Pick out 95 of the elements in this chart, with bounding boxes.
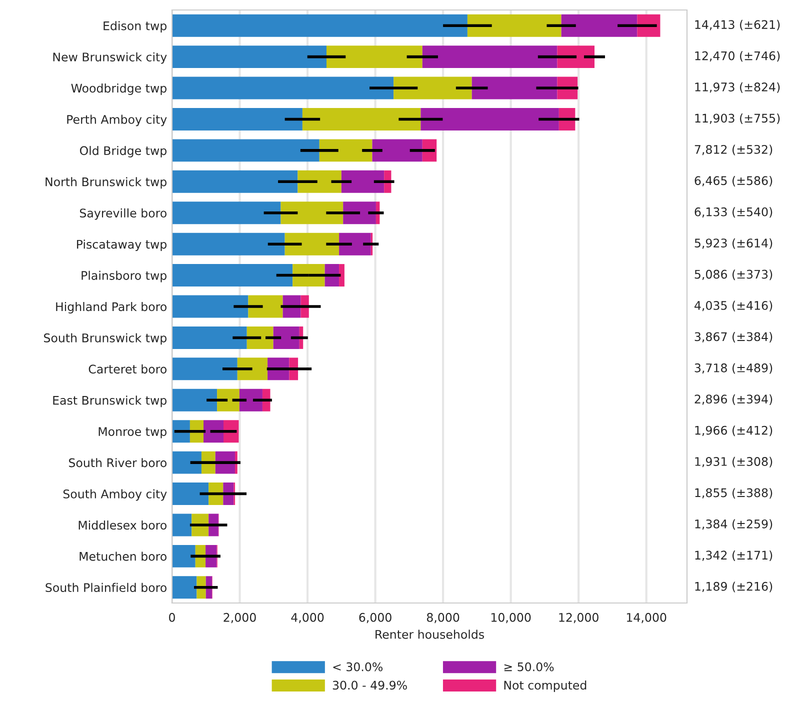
text: 12,470 (±746) bbox=[695, 51, 780, 62]
bar bbox=[467, 14, 562, 37]
text: 3,718 (±489) bbox=[694, 363, 772, 374]
bar bbox=[172, 514, 192, 536]
bar bbox=[339, 264, 344, 287]
bar bbox=[172, 170, 298, 193]
bar bbox=[420, 108, 559, 130]
bar bbox=[172, 202, 281, 224]
x-tick-label: 2,000 bbox=[224, 612, 256, 624]
x-tick-label: 8,000 bbox=[426, 612, 460, 624]
y-tick-label: Middlesex boro bbox=[78, 520, 166, 530]
text: 11,903 (±755) bbox=[695, 114, 780, 124]
bar bbox=[172, 451, 202, 474]
bar bbox=[284, 232, 340, 256]
bar bbox=[217, 388, 240, 412]
y-tick-label: Old Bridge twp bbox=[80, 146, 166, 158]
bar bbox=[472, 76, 558, 100]
y-tick-label: Sayreville boro bbox=[80, 208, 166, 220]
bar bbox=[172, 326, 247, 349]
text: 4,035 (±416) bbox=[694, 300, 772, 312]
bar bbox=[172, 576, 197, 599]
bar bbox=[319, 139, 372, 162]
bar bbox=[172, 108, 302, 130]
y-tick-label: Edison twp bbox=[104, 21, 166, 33]
x-tick-label: 0 bbox=[169, 612, 175, 622]
bar bbox=[292, 264, 325, 287]
y-tick-label: Monroe twp bbox=[98, 427, 166, 438]
bar bbox=[172, 544, 196, 568]
text: 1,855 (±388) bbox=[695, 488, 772, 499]
bar bbox=[172, 14, 468, 37]
bar bbox=[172, 139, 320, 162]
y-tick-label: South Brunswick twp bbox=[44, 333, 166, 345]
legend-label: Not computed bbox=[504, 680, 586, 692]
text: 1,189 (±216) bbox=[695, 582, 772, 592]
bar bbox=[302, 108, 421, 130]
bar bbox=[172, 264, 293, 287]
text: 5,086 (±373) bbox=[694, 270, 772, 280]
y-tick-label: Perth Amboy city bbox=[67, 114, 167, 126]
bar bbox=[341, 170, 384, 193]
y-tick-label: Plainsboro twp bbox=[82, 270, 166, 282]
bar bbox=[339, 232, 371, 256]
bar bbox=[172, 76, 394, 100]
bar bbox=[326, 46, 422, 68]
legend-label: 30.0 - 49.9% bbox=[332, 680, 407, 690]
text: 1,342 (±171) bbox=[695, 550, 772, 561]
y-tick-label: North Brunswick twp bbox=[46, 177, 166, 189]
bar bbox=[237, 358, 268, 380]
bar bbox=[239, 388, 262, 412]
text: 7,812 (±532) bbox=[694, 144, 772, 156]
bar bbox=[298, 170, 342, 193]
text: 14,413 (±621) bbox=[695, 20, 780, 30]
bar bbox=[372, 139, 422, 162]
legend-label: < 30.0% bbox=[333, 662, 383, 672]
bar bbox=[172, 295, 248, 318]
text: 3,867 (±384) bbox=[694, 332, 772, 343]
text: 1,384 (±259) bbox=[695, 519, 772, 530]
text: 6,465 (±586) bbox=[694, 176, 772, 186]
text: 11,973 (±824) bbox=[695, 82, 780, 93]
bar bbox=[204, 420, 224, 443]
y-tick-label: South River boro bbox=[68, 458, 166, 468]
bar bbox=[394, 76, 472, 100]
y-tick-label: East Brunswick twp bbox=[53, 396, 166, 408]
y-tick-label: South Amboy city bbox=[63, 489, 167, 501]
bar bbox=[248, 295, 283, 318]
bar bbox=[172, 232, 285, 256]
bar bbox=[172, 46, 326, 68]
bar bbox=[273, 326, 300, 349]
bar bbox=[246, 326, 274, 349]
x-axis-title: Renter households bbox=[376, 630, 484, 639]
x-tick-label: 6,000 bbox=[359, 612, 392, 624]
bar bbox=[561, 14, 638, 37]
y-tick-label: Piscataway twp bbox=[77, 240, 166, 252]
bar bbox=[172, 388, 218, 412]
bar bbox=[172, 358, 238, 380]
legend-label: ≥ 50.0% bbox=[504, 662, 554, 672]
y-tick-label: South Plainfield boro bbox=[46, 582, 166, 592]
text: 5,923 (±614) bbox=[694, 238, 772, 249]
y-tick-label: Highland Park boro bbox=[56, 302, 166, 314]
y-tick-label: Carteret boro bbox=[88, 364, 166, 374]
x-tick-label: 12,000 bbox=[559, 612, 598, 624]
y-tick-label: Metuchen boro bbox=[80, 552, 166, 561]
y-tick-label: Woodbridge twp bbox=[71, 84, 166, 95]
x-tick-label: 14,000 bbox=[626, 612, 666, 624]
bar bbox=[280, 202, 344, 224]
x-tick-label: 10,000 bbox=[491, 612, 531, 624]
text: 1,966 (±412) bbox=[695, 426, 772, 436]
bar bbox=[422, 46, 558, 68]
text: 6,133 (±540) bbox=[694, 207, 772, 218]
bar bbox=[343, 202, 376, 224]
text: 1,931 (±308) bbox=[695, 456, 772, 468]
bar bbox=[557, 46, 595, 68]
x-tick-label: 4,000 bbox=[291, 612, 324, 624]
bar bbox=[172, 482, 209, 505]
y-tick-label: New Brunswick city bbox=[53, 52, 167, 64]
text: 2,896 (±394) bbox=[694, 394, 772, 405]
